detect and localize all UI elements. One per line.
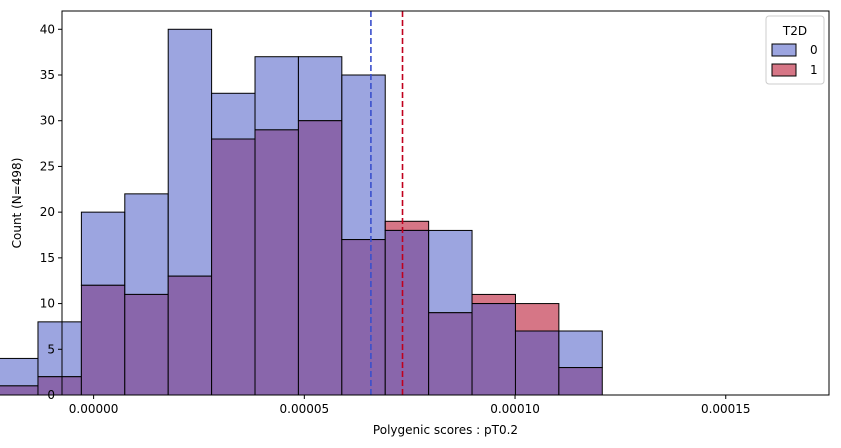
bar-series-1-bin-12 — [471, 293, 516, 305]
bar-series-0-bin-14 — [558, 330, 603, 369]
bar-overlap-bin-6 — [211, 138, 256, 396]
bar-series-0-bin-1 — [0, 357, 39, 387]
bar-series-0-bin-8 — [297, 56, 343, 122]
x-tick-label: 0.00005 — [280, 402, 330, 416]
bar-overlap-bin-14 — [558, 367, 603, 396]
bar-series-1-bin-13 — [514, 303, 560, 332]
x-tick-label: 0.00010 — [490, 402, 540, 416]
bar-overlap-bin-10 — [384, 229, 430, 396]
y-tick-label: 25 — [40, 159, 55, 173]
y-tick-label: 30 — [40, 114, 55, 128]
y-axis-label: Count (N=498) — [10, 158, 24, 249]
bar-overlap-bin-11 — [428, 312, 473, 396]
bar-series-0-bin-6 — [211, 92, 256, 140]
y-tick-label: 0 — [47, 388, 55, 402]
legend-swatch-1 — [771, 63, 797, 77]
bars-layer — [0, 28, 603, 396]
mean-lines — [370, 11, 404, 395]
y-tick-label: 15 — [40, 251, 55, 265]
bar-overlap-bin-1 — [0, 385, 39, 396]
x-tick-label: 0.00015 — [701, 402, 751, 416]
plot-frame — [61, 10, 830, 396]
bar-series-0-bin-9 — [341, 74, 386, 241]
legend-label-0: 0 — [810, 43, 818, 57]
bar-series-1-bin-10 — [384, 220, 430, 231]
bar-overlap-bin-12 — [471, 303, 516, 396]
x-tick-label: 0.00000 — [69, 402, 119, 416]
y-tick-label: 5 — [47, 342, 55, 356]
bar-series-0-bin-4 — [124, 193, 169, 295]
legend-label-1: 1 — [810, 63, 818, 77]
bar-overlap-bin-8 — [297, 120, 343, 396]
bar-overlap-bin-2 — [37, 376, 82, 396]
y-axis-ticks: 0 5 10 15 20 25 30 35 40 — [40, 22, 62, 402]
legend-title: T2D — [782, 24, 807, 38]
x-axis-label: Polygenic scores : pT0.2 — [373, 423, 518, 437]
y-tick-label: 35 — [40, 68, 55, 82]
y-tick-label: 10 — [40, 297, 55, 311]
y-tick-label: 20 — [40, 205, 55, 219]
bar-series-0-bin-11 — [428, 229, 473, 314]
bar-overlap-bin-5 — [167, 275, 213, 396]
bar-overlap-bin-7 — [254, 129, 299, 396]
bar-overlap-bin-9 — [341, 239, 386, 396]
legend: T2D 0 1 — [765, 15, 825, 85]
bar-series-0-bin-5 — [167, 28, 213, 277]
bar-series-0-bin-7 — [254, 56, 299, 131]
y-tick-label: 40 — [40, 22, 55, 36]
x-axis-ticks: 0.00000 0.00005 0.00010 0.00015 — [69, 395, 751, 416]
bar-overlap-bin-3 — [80, 284, 126, 396]
bar-series-0-bin-3 — [80, 211, 126, 286]
legend-swatch-0 — [771, 43, 797, 57]
bar-overlap-bin-4 — [124, 293, 169, 396]
bar-overlap-bin-13 — [514, 330, 560, 396]
